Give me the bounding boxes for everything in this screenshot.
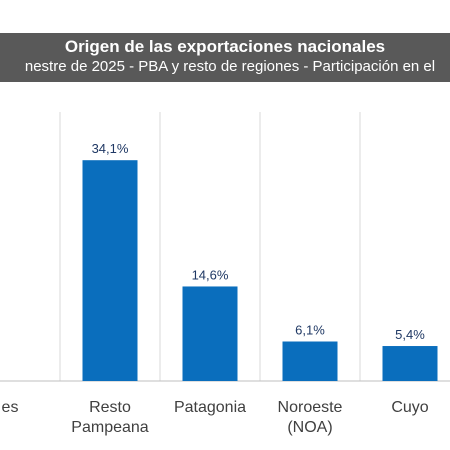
chart-subtitle: nestre de 2025 - PBA y resto de regiones…: [24, 58, 436, 75]
category-label-line: Pampeana: [71, 419, 148, 436]
category-label-line: Resto: [89, 399, 131, 416]
bar-3: [282, 341, 338, 381]
bar-chart: es 34,1% Resto Pampeana 14,6% Patagonia 6,1% No…: [0, 112, 450, 436]
data-label-1: 34,1%: [92, 141, 129, 156]
category-label-0: es: [2, 399, 19, 416]
data-label-3: 6,1%: [295, 323, 325, 338]
data-label-4: 5,4%: [395, 327, 425, 342]
chart-header: Origen de las exportaciones nacionales n…: [0, 33, 450, 82]
category-label-line: es: [2, 399, 19, 416]
category-label-line: Noroeste: [278, 399, 343, 416]
bar-4: [382, 346, 438, 381]
category-label-3: Noroeste (NOA): [278, 399, 343, 436]
data-label-2: 14,6%: [192, 267, 229, 282]
chart-title: Origen de las exportaciones nacionales: [64, 37, 386, 56]
category-label-line: (NOA): [287, 419, 332, 436]
bar-2: [182, 286, 238, 381]
category-label-line: Patagonia: [174, 399, 246, 416]
category-label-1: Resto Pampeana: [71, 399, 148, 436]
category-label-2: Patagonia: [174, 399, 246, 416]
bar-1: [82, 160, 138, 381]
category-label-4: Cuyo: [391, 399, 428, 416]
category-label-line: Cuyo: [391, 399, 428, 416]
